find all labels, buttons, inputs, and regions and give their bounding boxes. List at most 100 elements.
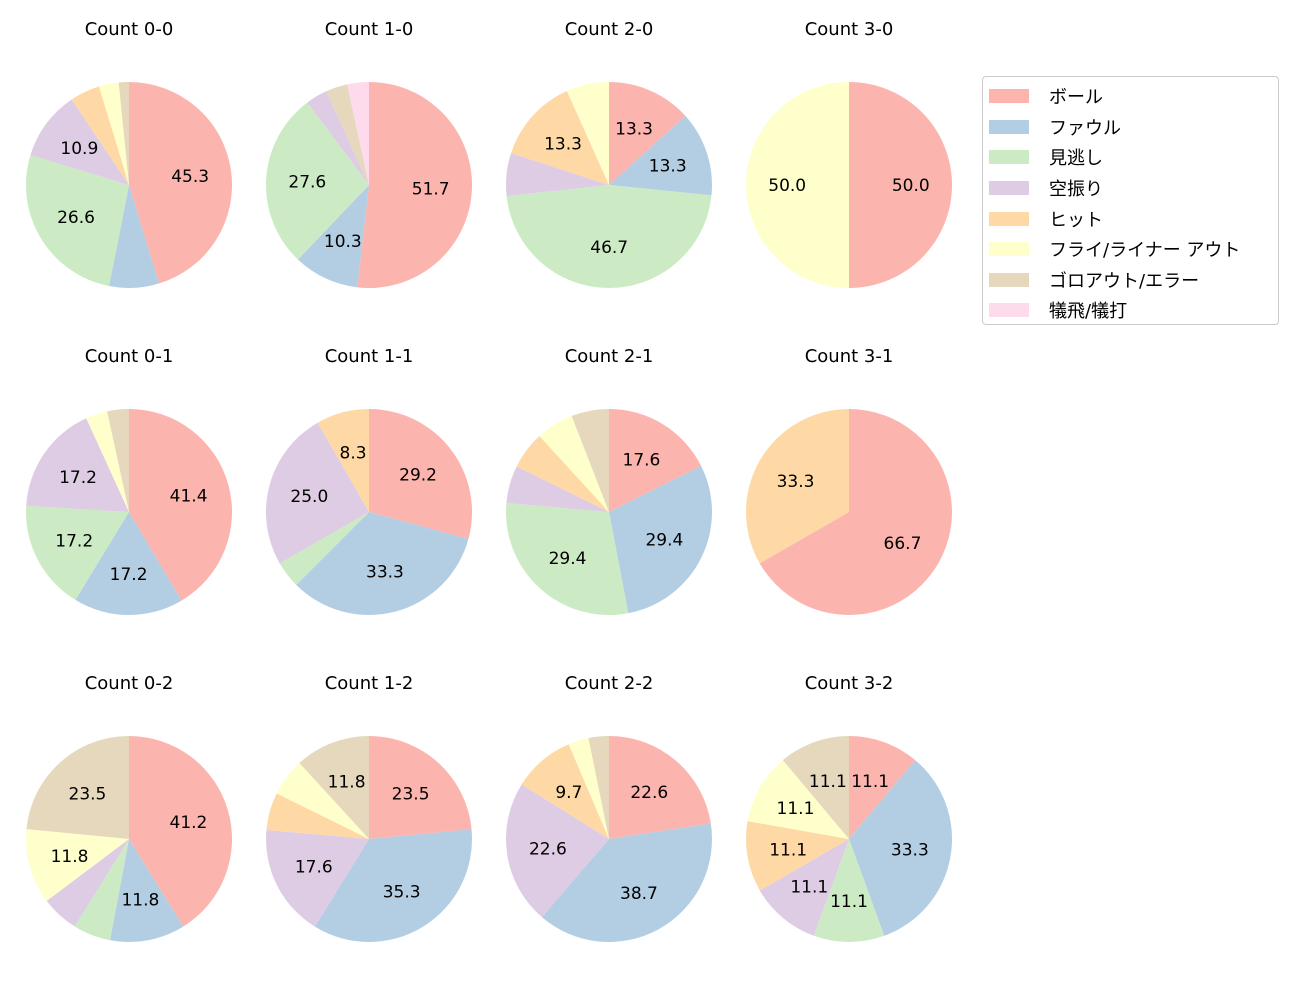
- pie-slice: [71, 86, 129, 185]
- slice-label: 8.3: [340, 443, 367, 463]
- pie-slice: [357, 82, 473, 288]
- pie-slice: [25, 505, 130, 600]
- slice-label: 26.6: [57, 208, 95, 228]
- pie-slice: [746, 821, 849, 891]
- pie-slice: [609, 465, 712, 614]
- slice-label: 10.9: [60, 139, 98, 159]
- pie-slice: [297, 185, 369, 288]
- slice-label: 66.7: [884, 534, 922, 554]
- pie-title: Count 3-0: [805, 19, 894, 40]
- pie-slice: [307, 91, 369, 185]
- pie-slice: [566, 82, 609, 185]
- pie-slice: [299, 736, 369, 839]
- legend: ボール ファウル 見逃し 空振り ヒット フライ/ライナー アウト ゴロアウト/エラー 犠飛/…: [982, 76, 1279, 325]
- legend-swatch: [989, 119, 1029, 134]
- slice-label: 11.1: [769, 841, 807, 861]
- pie-slice: [506, 784, 609, 918]
- slice-label: 17.6: [623, 450, 661, 470]
- pie-slice: [759, 409, 952, 615]
- legend-label: フライ/ライナー アウト: [1049, 240, 1241, 262]
- slice-label: 22.6: [630, 783, 668, 803]
- pie-slice: [746, 82, 849, 288]
- legend-item: ボール: [989, 81, 1278, 112]
- slice-label: 17.2: [59, 468, 97, 488]
- pie-slice: [296, 512, 469, 615]
- legend-swatch: [989, 242, 1029, 257]
- pie-slice: [279, 512, 369, 585]
- pie-slice: [118, 82, 129, 185]
- slice-label: 41.4: [170, 487, 208, 507]
- slice-label: 35.3: [383, 882, 421, 902]
- pie-title: Count 1-0: [325, 19, 414, 40]
- pie-title: Count 1-2: [325, 673, 414, 694]
- legend-swatch: [989, 181, 1029, 196]
- legend-swatch: [989, 150, 1029, 165]
- slice-label: 33.3: [891, 841, 929, 861]
- pie-slice: [511, 90, 609, 185]
- slice-label: 41.2: [170, 813, 208, 833]
- pie-slice: [609, 409, 702, 512]
- pie-slice: [26, 155, 130, 287]
- pie-title: Count 0-1: [85, 346, 174, 367]
- pie-title: Count 0-0: [85, 19, 174, 40]
- pie-slice: [109, 185, 159, 289]
- pie-slice: [107, 409, 129, 512]
- pie-slice: [506, 153, 609, 196]
- pie-slice: [609, 736, 711, 839]
- slice-label: 46.7: [590, 238, 628, 258]
- slice-label: 11.1: [851, 772, 889, 792]
- pie-slice: [26, 829, 130, 901]
- slice-label: 11.1: [777, 799, 815, 819]
- pie-slice: [75, 512, 182, 616]
- slice-label: 11.1: [830, 892, 868, 912]
- pie-slice: [849, 736, 916, 839]
- slice-label: 11.1: [790, 877, 828, 897]
- pie-slice: [30, 99, 130, 185]
- slice-label: 11.8: [328, 772, 366, 792]
- pie-slice: [568, 738, 609, 839]
- legend-item: 犠飛/犠打: [989, 295, 1278, 326]
- slice-label: 50.0: [768, 176, 806, 196]
- pie-slice: [86, 411, 129, 512]
- slice-label: 29.2: [399, 465, 437, 485]
- pie-slice: [129, 736, 233, 927]
- pie-slice: [588, 736, 609, 839]
- slice-label: 11.8: [51, 847, 89, 867]
- slice-label: 38.7: [620, 884, 658, 904]
- pie-slice: [266, 102, 369, 260]
- pie-slice: [314, 829, 472, 942]
- slice-label: 17.2: [110, 565, 148, 585]
- pie-slice: [347, 82, 369, 185]
- pie-title: Count 2-0: [565, 19, 654, 40]
- slice-label: 27.6: [288, 172, 326, 192]
- pie-slice: [26, 418, 129, 512]
- pie-slice: [609, 115, 712, 196]
- slice-label: 11.8: [121, 891, 159, 911]
- pie-slice: [747, 760, 849, 839]
- pie-slice: [539, 415, 609, 512]
- slice-label: 33.3: [777, 472, 815, 492]
- slice-label: 13.3: [544, 135, 582, 155]
- pie-slice: [849, 82, 952, 288]
- pie-slice: [541, 823, 712, 943]
- slice-label: 51.7: [412, 179, 450, 199]
- legend-label: ゴロアウト/エラー: [1049, 270, 1200, 292]
- legend-item: 見逃し: [989, 142, 1278, 173]
- pie-slice: [74, 839, 129, 941]
- pie-slice: [266, 422, 369, 564]
- pie-slice: [276, 763, 369, 839]
- slice-label: 23.5: [392, 784, 430, 804]
- pie-slice: [266, 793, 369, 839]
- slice-label: 50.0: [892, 176, 930, 196]
- legend-label: ファウル: [1049, 117, 1121, 139]
- pie-slice: [506, 466, 609, 512]
- legend-swatch: [989, 272, 1029, 287]
- legend-item: ゴロアウト/エラー: [989, 265, 1278, 296]
- pie-slice: [506, 185, 712, 289]
- slice-label: 29.4: [645, 530, 683, 550]
- slice-label: 45.3: [171, 167, 209, 187]
- pie-slice: [265, 829, 369, 927]
- legend-item: 空振り: [989, 173, 1278, 204]
- legend-swatch: [989, 303, 1029, 318]
